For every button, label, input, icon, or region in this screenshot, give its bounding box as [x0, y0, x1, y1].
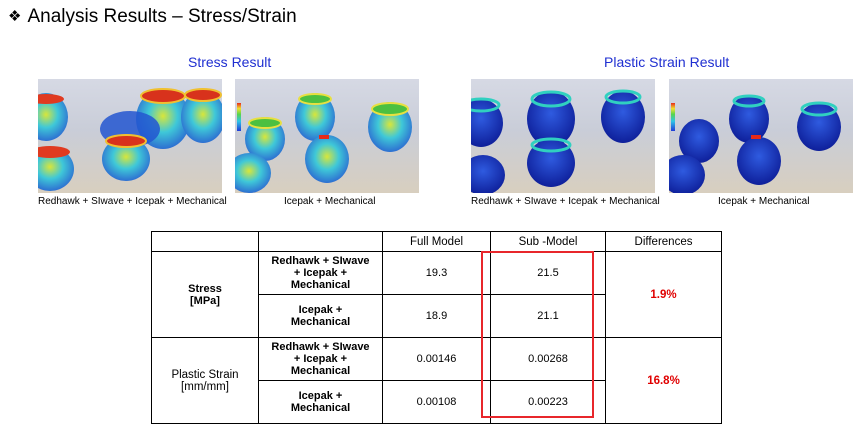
header-full-model: Full Model [382, 231, 491, 252]
table-row: Stress [MPa] Redhawk + SIwave + Icepak +… [151, 251, 722, 338]
table-row: Plastic Strain [mm/mm] Redhawk + SIwave … [151, 337, 722, 424]
sub-model-value: 21.5 [490, 251, 606, 295]
stress-icepak-image [235, 79, 419, 193]
method-cell: Redhawk + SIwave + Icepak + Mechanical [258, 251, 383, 295]
table-row: Icepak + Mechanical 0.00108 0.00223 [152, 380, 722, 424]
header-differences: Differences [605, 231, 722, 252]
caption-stress-full: Redhawk + SIwave + Icepak + Mechanical [38, 196, 227, 207]
strain-full-image [471, 79, 655, 193]
method-cell: Redhawk + SIwave + Icepak + Mechanical [258, 337, 383, 381]
method-cell: Icepak + Mechanical [258, 380, 383, 424]
full-model-value: 19.3 [382, 251, 491, 295]
stress-full-image [38, 79, 222, 193]
method-cell: Icepak + Mechanical [258, 294, 383, 338]
table-row: Icepak + Mechanical 18.9 21.1 [152, 294, 722, 338]
full-model-value: 0.00146 [382, 337, 491, 381]
sub-model-highlight-box [481, 251, 594, 418]
caption-stress-icepak: Icepak + Mechanical [284, 196, 376, 207]
caption-strain-icepak: Icepak + Mechanical [718, 196, 810, 207]
header-cell [151, 231, 259, 252]
results-table: Full Model Sub -Model Differences Stress… [151, 231, 722, 424]
sub-model-value: 21.1 [490, 294, 606, 338]
difference-stress: 1.9% [605, 251, 722, 338]
table-header-row: Full Model Sub -Model Differences [151, 231, 722, 252]
slide-title: ❖ Analysis Results – Stress/Strain [8, 6, 297, 28]
slide-title-text: Analysis Results – Stress/Strain [27, 6, 297, 27]
caption-strain-full: Redhawk + SIwave + Icepak + Mechanical [471, 196, 660, 207]
stress-result-heading: Stress Result [188, 54, 272, 70]
group-name-stress: Stress [MPa] [151, 251, 259, 338]
full-model-value: 0.00108 [382, 380, 491, 424]
header-cell [258, 231, 383, 252]
plastic-strain-result-heading: Plastic Strain Result [604, 54, 730, 70]
full-model-value: 18.9 [382, 294, 491, 338]
header-sub-model: Sub -Model [490, 231, 606, 252]
bullet-icon: ❖ [8, 8, 22, 25]
group-name-plastic-strain: Plastic Strain [mm/mm] [151, 337, 259, 424]
strain-icepak-image [669, 79, 853, 193]
difference-plastic-strain: 16.8% [605, 337, 722, 424]
